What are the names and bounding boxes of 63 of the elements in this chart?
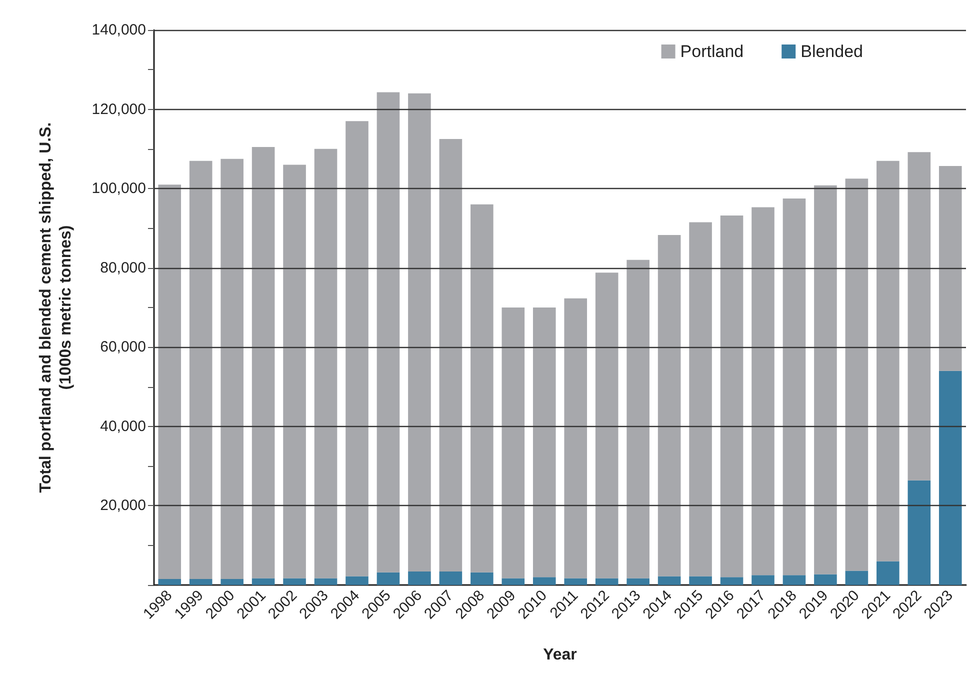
bar [314, 148, 338, 578]
bar [408, 572, 431, 585]
bar [814, 574, 837, 585]
y-tick-label: 100,000 [92, 180, 146, 198]
bar [252, 146, 275, 578]
bar [314, 578, 338, 585]
bar [658, 576, 681, 585]
bar [658, 234, 681, 576]
y-tick-label: 140,000 [92, 22, 146, 38]
bar [595, 272, 618, 578]
bar [439, 139, 462, 572]
bar [502, 308, 525, 578]
bar [720, 216, 744, 578]
bar [938, 370, 962, 585]
bar [908, 152, 931, 480]
bar [564, 298, 588, 578]
bar [376, 572, 400, 585]
y-tick-label: 60,000 [100, 338, 146, 356]
bar [346, 121, 368, 576]
x-axis-title: Year [543, 646, 577, 664]
bar [532, 308, 556, 578]
bar [689, 576, 712, 585]
bar [252, 578, 275, 585]
bar [689, 222, 712, 576]
bar [876, 160, 900, 562]
bar [626, 578, 650, 585]
bar [845, 178, 868, 571]
bar [158, 184, 182, 580]
y-tick-label: 80,000 [100, 259, 146, 276]
bar [189, 579, 212, 585]
bar [408, 93, 431, 572]
legend-label: Blended [800, 42, 863, 61]
bar [938, 166, 962, 371]
bar [876, 561, 900, 585]
bar [283, 578, 306, 585]
y-axis-title: Total portland and blended cement shipped, U.S. (1000s metric tonnes) [38, 122, 74, 493]
bar [752, 207, 774, 576]
bar [908, 480, 931, 585]
bar [158, 579, 182, 585]
bar [220, 579, 244, 585]
bar [845, 570, 868, 585]
bar [439, 572, 462, 585]
y-tick-label: 120,000 [92, 100, 146, 118]
bar [782, 198, 806, 576]
bar [283, 164, 306, 578]
bar [346, 576, 368, 585]
bar [532, 577, 556, 585]
bar [752, 575, 774, 585]
bar [626, 260, 650, 578]
bar [470, 572, 494, 585]
legend-label: Portland [680, 42, 744, 61]
bar [595, 578, 618, 585]
bar [189, 160, 212, 580]
bar [564, 578, 588, 585]
bar [470, 204, 494, 572]
bar [782, 575, 806, 585]
bar [814, 185, 837, 574]
y-tick-label: 40,000 [100, 418, 146, 435]
bar [220, 158, 244, 580]
bar [720, 577, 744, 585]
bar [502, 578, 525, 585]
bar [376, 92, 400, 572]
y-tick-label: 20,000 [100, 497, 146, 514]
